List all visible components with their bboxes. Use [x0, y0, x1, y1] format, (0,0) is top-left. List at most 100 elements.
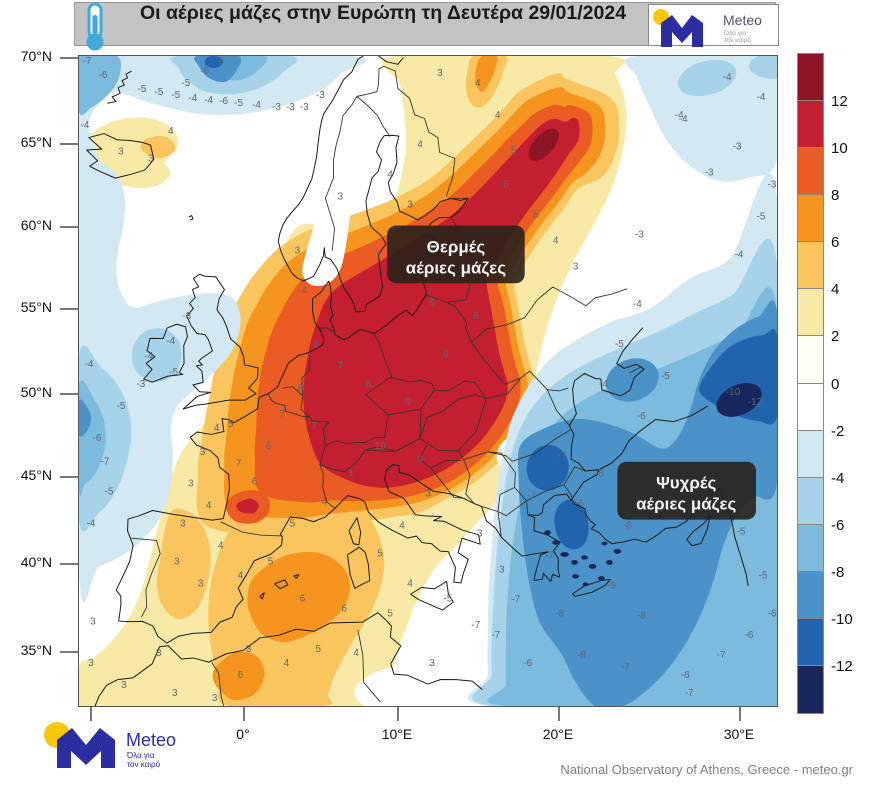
svg-text:4: 4 [417, 140, 423, 151]
svg-text:4: 4 [302, 285, 308, 296]
svg-text:5: 5 [228, 419, 234, 430]
svg-text:-3: -3 [768, 180, 777, 191]
svg-text:-5: -5 [759, 570, 768, 581]
svg-text:3: 3 [198, 578, 204, 589]
svg-text:-6: -6 [681, 670, 690, 681]
svg-text:9: 9 [405, 397, 411, 408]
svg-text:6: 6 [300, 593, 306, 604]
svg-text:-8: -8 [637, 610, 646, 621]
svg-text:-7: -7 [83, 56, 92, 67]
svg-text:-8: -8 [555, 608, 564, 619]
svg-text:6: 6 [429, 297, 435, 308]
svg-text:αέριες μάζες: αέριες μάζες [636, 495, 736, 514]
svg-text:-5: -5 [181, 78, 190, 89]
svg-text:5: 5 [290, 519, 296, 530]
svg-text:-4: -4 [675, 110, 684, 121]
svg-text:-4: -4 [81, 120, 90, 131]
svg-text:-7: -7 [527, 491, 536, 502]
svg-text:3: 3 [477, 529, 483, 540]
svg-text:-6: -6 [745, 630, 754, 641]
svg-text:-8: -8 [215, 56, 224, 67]
svg-text:4: 4 [214, 423, 220, 434]
svg-text:3: 3 [212, 693, 218, 704]
svg-text:7: 7 [280, 409, 286, 420]
svg-text:-5: -5 [737, 527, 746, 538]
svg-text:5: 5 [533, 210, 539, 221]
svg-text:-6: -6 [637, 411, 646, 422]
svg-text:3: 3 [118, 147, 124, 158]
svg-text:-8: -8 [595, 469, 604, 480]
svg-text:-5: -5 [444, 593, 453, 604]
svg-text:3: 3 [180, 519, 186, 530]
svg-text:7: 7 [312, 421, 318, 432]
svg-text:-4: -4 [679, 114, 688, 125]
svg-text:4: 4 [553, 235, 559, 246]
svg-text:3: 3 [295, 245, 301, 256]
svg-text:3: 3 [425, 489, 431, 500]
svg-text:5: 5 [268, 556, 274, 567]
svg-text:-4: -4 [252, 100, 261, 111]
svg-text:-5: -5 [615, 339, 624, 350]
svg-text:-3: -3 [635, 229, 644, 240]
svg-text:-7: -7 [557, 451, 566, 462]
svg-text:3: 3 [573, 261, 579, 272]
svg-text:9: 9 [443, 349, 449, 360]
svg-text:-7: -7 [685, 688, 694, 699]
svg-text:3: 3 [174, 556, 180, 567]
svg-text:3: 3 [499, 564, 505, 575]
svg-text:-5: -5 [234, 98, 243, 109]
svg-text:Θερμές: Θερμές [427, 237, 486, 256]
svg-text:-5: -5 [661, 371, 670, 382]
svg-text:-3: -3 [705, 168, 714, 179]
svg-text:-3: -3 [733, 142, 742, 153]
svg-text:6: 6 [238, 670, 244, 681]
svg-text:αέριες μάζες: αέριες μάζες [406, 258, 506, 277]
svg-text:7: 7 [337, 361, 343, 372]
svg-text:3: 3 [88, 658, 94, 669]
svg-text:-4: -4 [757, 92, 766, 103]
svg-text:-10: -10 [726, 387, 741, 398]
svg-text:-5: -5 [169, 367, 178, 378]
svg-text:3: 3 [188, 479, 194, 490]
svg-text:-9: -9 [607, 580, 616, 591]
svg-text:4: 4 [495, 110, 501, 121]
svg-text:5: 5 [316, 644, 322, 655]
svg-text:8: 8 [473, 311, 479, 322]
svg-text:-4: -4 [599, 379, 608, 390]
svg-text:4: 4 [353, 648, 359, 659]
svg-text:-5: -5 [105, 487, 114, 498]
svg-text:3: 3 [337, 192, 343, 203]
svg-text:-12: -12 [748, 397, 763, 408]
svg-text:-4: -4 [87, 519, 96, 530]
svg-text:-4: -4 [723, 72, 732, 83]
svg-text:6: 6 [341, 603, 347, 614]
svg-text:3: 3 [148, 154, 154, 165]
svg-text:-8: -8 [577, 650, 586, 661]
svg-text:3: 3 [437, 68, 443, 79]
svg-text:-6: -6 [575, 499, 584, 510]
svg-text:-8: -8 [623, 521, 632, 532]
svg-text:-6: -6 [219, 96, 228, 107]
svg-text:5: 5 [387, 608, 393, 619]
svg-text:8: 8 [298, 383, 304, 394]
svg-text:5: 5 [377, 548, 383, 559]
svg-text:-6: -6 [523, 658, 532, 669]
svg-text:-4: -4 [166, 336, 175, 347]
svg-text:-3: -3 [300, 102, 309, 113]
svg-text:-4: -4 [85, 359, 94, 370]
svg-text:3: 3 [121, 680, 127, 691]
svg-text:4: 4 [218, 540, 224, 551]
svg-text:Ψυχρές: Ψυχρές [656, 474, 716, 493]
svg-text:4: 4 [387, 170, 393, 181]
svg-text:6: 6 [252, 477, 258, 488]
svg-text:-7: -7 [621, 662, 630, 673]
svg-text:-5: -5 [171, 90, 180, 101]
svg-text:-5: -5 [137, 84, 146, 95]
svg-text:6: 6 [503, 180, 509, 191]
svg-text:-6: -6 [93, 433, 102, 444]
svg-text:-7: -7 [511, 594, 520, 605]
svg-text:4: 4 [206, 501, 212, 512]
svg-text:-3: -3 [182, 311, 191, 322]
svg-text:-5: -5 [117, 401, 126, 412]
svg-text:3: 3 [172, 688, 178, 699]
